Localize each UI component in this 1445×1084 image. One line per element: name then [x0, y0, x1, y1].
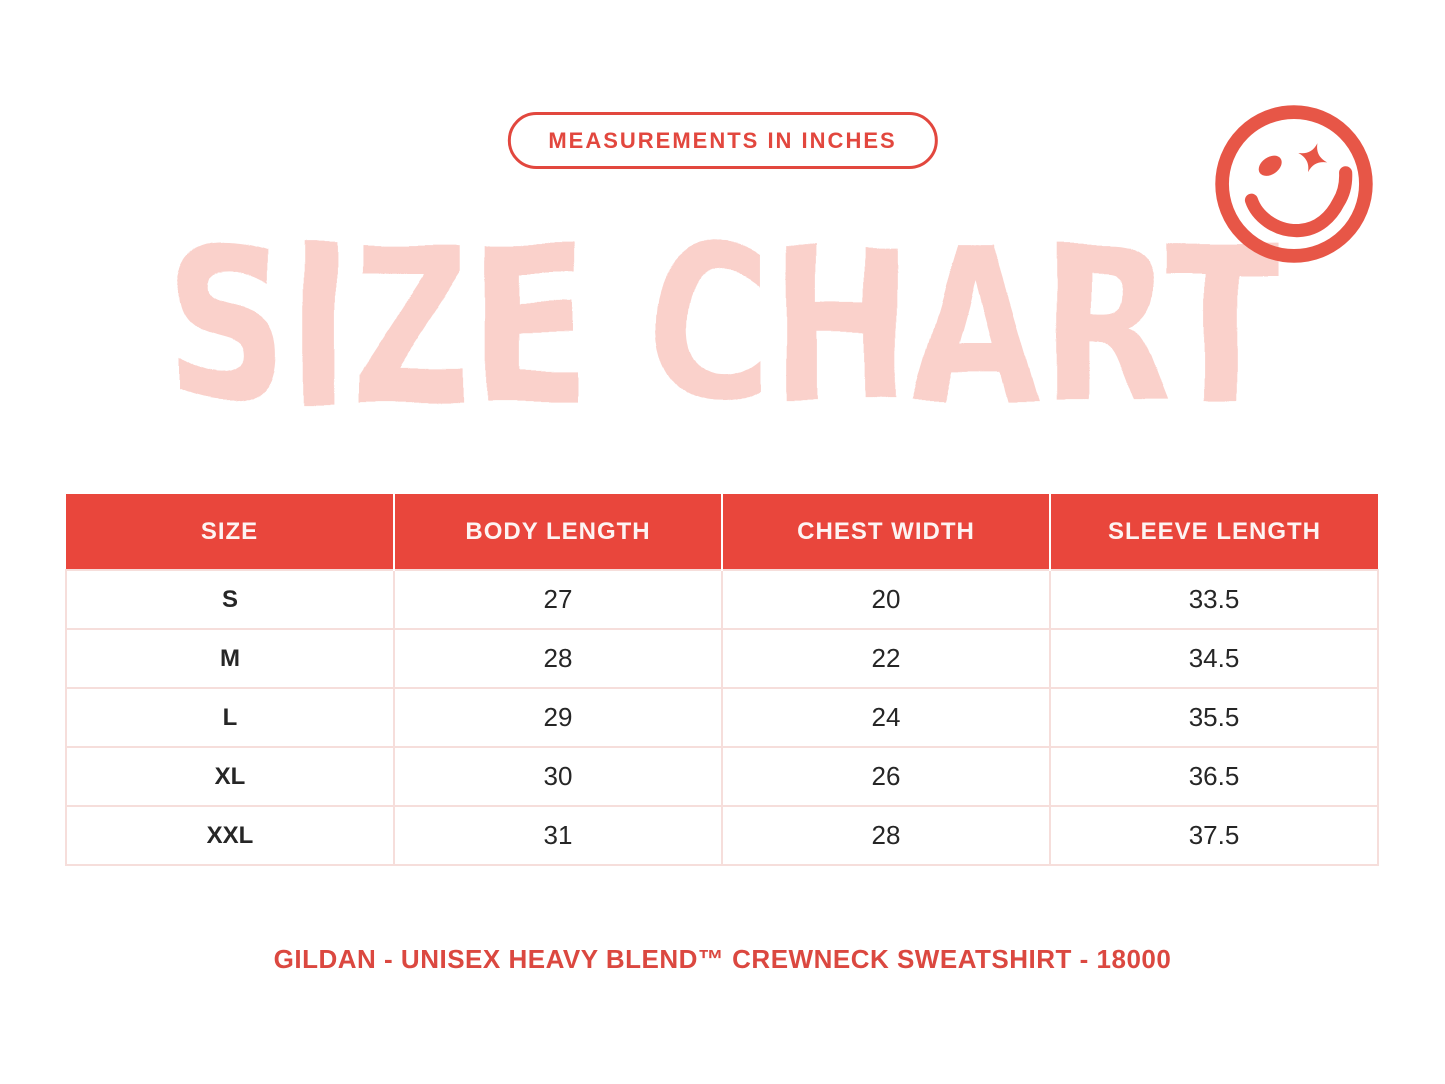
cell-body-length: 30: [393, 746, 723, 807]
cell-chest-width: 24: [721, 687, 1051, 748]
column-header-size: SIZE: [66, 494, 395, 570]
table-row-xxl: XXL 31 28 37.5: [65, 805, 1379, 866]
cell-size: S: [65, 569, 395, 630]
column-header-chest-width: CHEST WIDTH: [721, 494, 1051, 570]
column-header-sleeve-length: SLEEVE LENGTH: [1049, 494, 1378, 570]
size-chart-table: SIZE BODY LENGTH CHEST WIDTH SLEEVE LENG…: [65, 494, 1379, 866]
smiley-smile: [1244, 166, 1353, 238]
cell-body-length: 29: [393, 687, 723, 748]
page-title: SIZE CHART: [166, 201, 1279, 451]
measurements-badge: MEASUREMENTS IN INCHES: [507, 112, 938, 169]
table-row-l: L 29 24 35.5: [65, 687, 1379, 748]
cell-chest-width: 22: [721, 628, 1051, 689]
cell-size: XXL: [65, 805, 395, 866]
smiley-sparkle-eye: [1298, 143, 1328, 173]
cell-sleeve-length: 35.5: [1049, 687, 1379, 748]
product-name-label: GILDAN - UNISEX HEAVY BLEND™ CREWNECK SW…: [273, 944, 1172, 974]
measurements-badge-label: MEASUREMENTS IN INCHES: [548, 127, 897, 153]
cell-sleeve-length: 33.5: [1049, 569, 1379, 630]
cell-body-length: 31: [393, 805, 723, 866]
page-title-wrap: SIZE CHART: [0, 212, 1445, 442]
smiley-left-eye: [1258, 155, 1282, 176]
smiley-face-outline: [1215, 105, 1373, 263]
cell-size: XL: [65, 746, 395, 807]
cell-chest-width: 28: [721, 805, 1051, 866]
table-row-xl: XL 30 26 36.5: [65, 746, 1379, 807]
table-row-m: M 28 22 34.5: [65, 628, 1379, 689]
cell-chest-width: 26: [721, 746, 1051, 807]
cell-size: L: [65, 687, 395, 748]
cell-sleeve-length: 37.5: [1049, 805, 1379, 866]
cell-size: M: [65, 628, 395, 689]
table-row-s: S 27 20 33.5: [65, 569, 1379, 630]
cell-sleeve-length: 34.5: [1049, 628, 1379, 689]
cell-chest-width: 20: [721, 569, 1051, 630]
cell-body-length: 28: [393, 628, 723, 689]
table-header-row: SIZE BODY LENGTH CHEST WIDTH SLEEVE LENG…: [66, 494, 1378, 570]
cell-sleeve-length: 36.5: [1049, 746, 1379, 807]
cell-body-length: 27: [393, 569, 723, 630]
product-footer: GILDAN - UNISEX HEAVY BLEND™ CREWNECK SW…: [0, 944, 1445, 975]
winking-smiley-sparkle-icon: [1215, 105, 1373, 263]
column-header-body-length: BODY LENGTH: [393, 494, 723, 570]
